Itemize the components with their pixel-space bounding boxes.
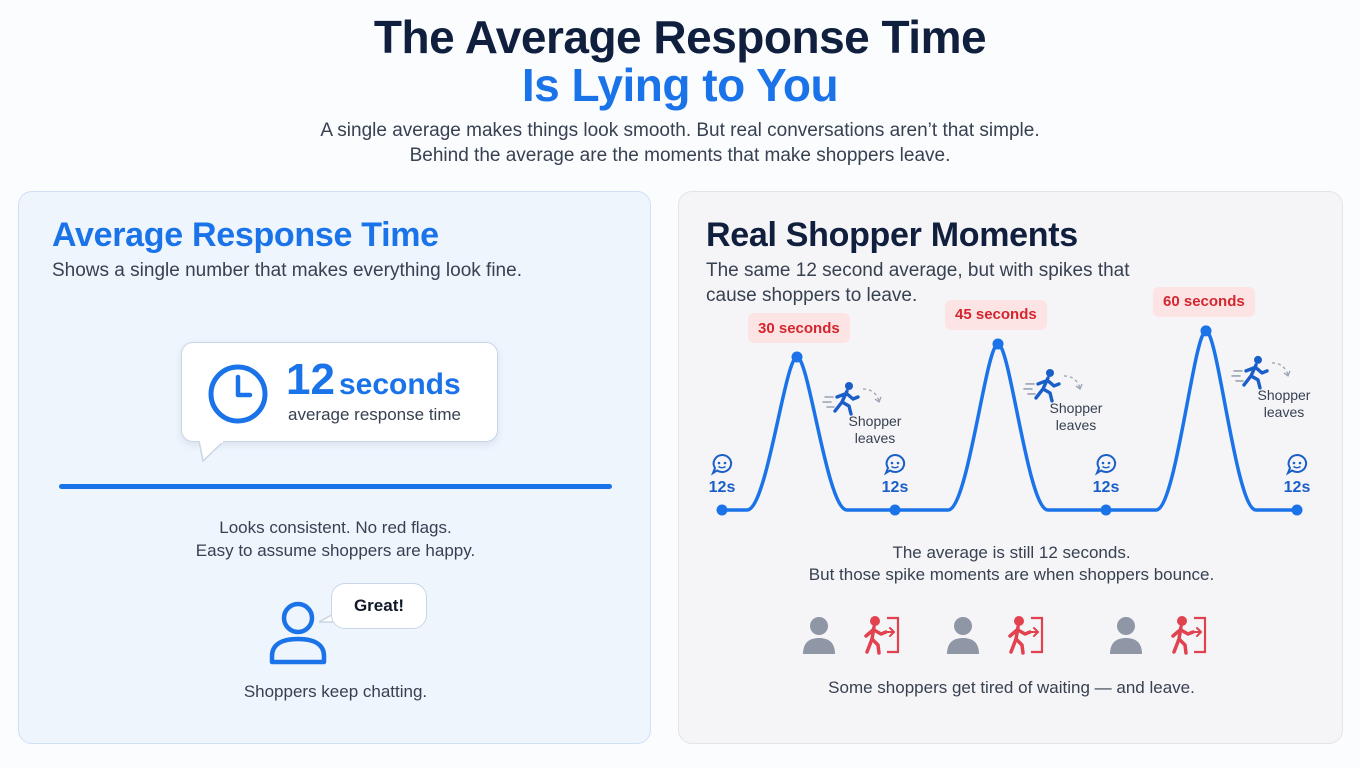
leaving-shopper-icon (864, 616, 900, 655)
real-moments-footer: Some shoppers get tired of waiting — and… (828, 678, 1195, 697)
flat-average-line (59, 484, 612, 489)
baseline-point (1100, 504, 1112, 516)
bubble-tail-icon (198, 441, 225, 463)
running-person-icon (822, 382, 882, 416)
real-moments-panel: Real Shopper Moments The same 12 second … (678, 191, 1343, 744)
spike-value-tag: 60 seconds (1153, 286, 1255, 317)
baseline-point (716, 504, 728, 516)
spike-peak-point (791, 351, 803, 363)
leaving-shopper-icon (1171, 616, 1207, 655)
baseline-label: 12s (1283, 479, 1311, 496)
waiting-shopper-icon (947, 617, 979, 654)
waiting-shopper-icon (1110, 617, 1142, 654)
page-title-line1: The Average Response Time (373, 11, 987, 63)
real-moments-title: Real Shopper Moments (706, 216, 1078, 254)
average-panel: Average Response Time Shows a single num… (18, 191, 651, 744)
speech-text: Great! (353, 596, 405, 615)
user-icon (269, 601, 327, 665)
waiting-shopper-icon (803, 617, 835, 654)
chat-bubble-icon (710, 453, 733, 476)
average-panel-description: Shows a single number that makes everyth… (52, 260, 522, 281)
leaving-shopper-icon (1008, 616, 1044, 655)
subtitle-line1: A single average makes things look smoot… (320, 120, 1040, 141)
average-panel-note: Looks consistent. No red flags. Easy to … (19, 516, 652, 562)
shopper-leaves-label: Shopper leaves (1049, 399, 1103, 433)
clock-icon (208, 364, 268, 424)
chat-bubble-icon (1094, 453, 1117, 476)
right-note-line1: The average is still 12 seconds. (892, 543, 1131, 562)
shopper-row (803, 616, 1207, 655)
baseline-point (889, 504, 901, 516)
spike-value-tag: 30 seconds (748, 313, 850, 343)
real-moments-note: The average is still 12 seconds. But tho… (679, 542, 1344, 586)
response-time-line (722, 329, 1297, 512)
page-subtitle: A single average makes things look smoot… (0, 118, 1360, 168)
average-panel-title: Average Response Time (52, 216, 439, 254)
shopper-leaves-label: Shopper leaves (1257, 386, 1311, 420)
right-note-line2: But those spike moments are when shopper… (808, 565, 1215, 584)
response-time-chart (710, 325, 1308, 516)
chat-bubble-icon (883, 453, 906, 476)
baseline-label: 12s (881, 479, 909, 496)
average-stat-bubble: 12 seconds average response time (181, 342, 498, 463)
baseline-label: 12s (1092, 479, 1120, 496)
average-stat-value: 12 seconds (286, 355, 461, 405)
baseline-label: 12s (708, 479, 736, 496)
baseline-point (1291, 504, 1303, 516)
running-person-icon (1023, 368, 1083, 403)
subtitle-line2: Behind the average are the moments that … (409, 145, 951, 166)
stat-number: 12 (286, 355, 335, 404)
stat-label: average response time (288, 405, 461, 424)
average-panel-footer: Shoppers keep chatting. (243, 682, 428, 701)
stat-unit: seconds (338, 368, 461, 401)
spike-peak-point (992, 338, 1004, 350)
spike-peak-point (1200, 325, 1212, 337)
real-moments-description: The same 12 second average, but with spi… (706, 260, 1130, 306)
page-title-line2: Is Lying to You (521, 59, 839, 111)
shopper-leaves-label: Shopper leaves (848, 413, 902, 446)
great-speech-bubble: Great! (331, 583, 427, 629)
running-person-icon (1231, 355, 1291, 390)
note-line1: Looks consistent. No red flags. (219, 518, 452, 537)
spike-value-tag: 45 seconds (945, 299, 1047, 330)
chat-bubble-icon (1285, 453, 1308, 476)
note-line2: Easy to assume shoppers are happy. (195, 541, 476, 560)
